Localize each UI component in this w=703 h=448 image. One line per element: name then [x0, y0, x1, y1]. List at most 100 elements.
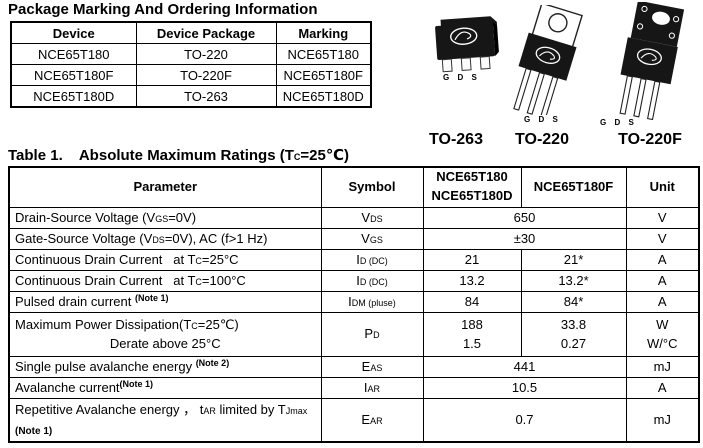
- marking-cell: NCE65T180: [275, 43, 372, 65]
- value-line: 21: [464, 251, 480, 267]
- unit-cell: mJ: [625, 355, 700, 378]
- value-cell: 84*: [520, 290, 627, 313]
- value-line: 13.2: [459, 272, 485, 288]
- package-cell: TO-220: [135, 43, 277, 65]
- col-parameter: Parameter: [8, 166, 322, 208]
- unit-cell: W W/°C: [625, 311, 700, 357]
- text-segment: limited by T: [215, 402, 286, 418]
- package-side: [492, 22, 499, 57]
- lead-s: [646, 80, 661, 120]
- marking-cell: NCE65T180F: [275, 64, 372, 86]
- logo-swoosh: [539, 51, 556, 60]
- unit-line: W: [656, 316, 669, 332]
- lead-g: [441, 58, 453, 73]
- table-header-row: Parameter Symbol NCE65T180 NCE65T180D NC…: [8, 166, 700, 208]
- unit-cell: V: [625, 227, 700, 250]
- table-row: NCE65T180D TO-263 NCE65T180D: [10, 85, 372, 108]
- text-segment: D: [373, 330, 380, 341]
- symbol-cell: VGS: [320, 227, 424, 250]
- text-segment: DS: [370, 213, 383, 224]
- manufacturer-logo: [450, 27, 478, 45]
- table-row: Maximum Power Dissipation(TC=25℃) Derate …: [8, 311, 700, 357]
- table-row: Repetitive Avalanche energy ， tAR limite…: [8, 397, 700, 443]
- table-row: Gate-Source Voltage (VDS=0V), AC (f>1 Hz…: [8, 227, 700, 250]
- text-segment: V: [361, 209, 371, 225]
- table-row: Single pulse avalanche energy (Note 2) EA…: [8, 355, 700, 378]
- text-segment: =100°C: [201, 272, 246, 288]
- value-line: 1.5: [462, 336, 482, 351]
- text-segment: Continuous Drain Current at T: [15, 272, 196, 288]
- text-segment: GS: [155, 213, 169, 224]
- value-cell: 13.2: [422, 269, 522, 292]
- text-segment: E: [361, 358, 371, 374]
- value-line: 33.8: [560, 316, 587, 332]
- unit-cell: A: [625, 248, 700, 271]
- lead-s: [479, 55, 491, 70]
- value-cell: 650: [422, 206, 627, 229]
- text-segment: I: [356, 272, 360, 288]
- text-segment: Repetitive Avalanche energy ， t: [15, 402, 204, 418]
- ratings-table-title: Table 1. Absolute Maximum Ratings (TC=25…: [8, 146, 349, 164]
- lead-d: [460, 57, 472, 71]
- value-line: 0.27: [560, 336, 587, 351]
- value-cell: ±30: [422, 227, 627, 250]
- symbol-cell: ID (DC): [320, 248, 424, 271]
- unit-line: V: [657, 230, 667, 246]
- col-device-group-a: NCE65T180 NCE65T180D: [422, 166, 522, 208]
- unit-line: A: [657, 379, 667, 395]
- device-cell: NCE65T180: [10, 43, 137, 65]
- manufacturer-logo: [636, 48, 662, 66]
- text-segment: I: [363, 379, 368, 395]
- text-segment: =25℃): [197, 316, 239, 332]
- page-title: Package Marking And Ordering Information: [8, 1, 318, 18]
- unit-line: A: [657, 272, 667, 288]
- text-segment: Jmax: [285, 406, 308, 417]
- tab-dot: [636, 23, 644, 30]
- device-cell: NCE65T180D: [10, 85, 137, 108]
- table-row: NCE65T180 TO-220 NCE65T180: [10, 43, 372, 65]
- mounting-hole: [652, 11, 670, 25]
- mounting-hole: [548, 13, 568, 33]
- package-cell: TO-263: [135, 85, 277, 108]
- value-cell: 188 1.5: [422, 311, 522, 357]
- value-cell: 441: [422, 355, 627, 378]
- text-segment: AR: [203, 406, 216, 417]
- parameter-cell: Avalanche current(Note 1): [8, 376, 322, 399]
- text-segment: =25°C: [201, 251, 239, 267]
- package-body: [435, 22, 496, 60]
- parameter-cell: Continuous Drain Current at TC=25°C: [8, 248, 322, 271]
- text-segment: E: [361, 412, 371, 427]
- parameter-cell: Pulsed drain current (Note 1): [8, 290, 322, 313]
- to-263-package-image: [435, 16, 499, 73]
- package-body: [518, 32, 577, 81]
- text-segment: D (DC): [359, 255, 388, 266]
- value-cell: 13.2*: [520, 269, 627, 292]
- package-name-to-263: TO-263: [429, 131, 483, 148]
- unit-line: W/°C: [647, 336, 678, 351]
- package-name-to-220: TO-220: [515, 131, 569, 148]
- ratings-table: Parameter Symbol NCE65T180 NCE65T180D NC…: [8, 166, 700, 443]
- symbol-cell: IDM (pluse): [320, 290, 424, 313]
- value-cell: 21*: [520, 248, 627, 271]
- text-segment: Drain-Source Voltage (V: [15, 209, 156, 225]
- unit-cell: V: [625, 206, 700, 229]
- value-cell: 84: [422, 290, 522, 313]
- parameter-cell: Continuous Drain Current at TC=100°C: [8, 269, 322, 292]
- text-segment: C: [195, 255, 202, 266]
- ordering-table: Device Device Package Marking NCE65T180 …: [10, 21, 372, 108]
- text-segment: (Note 1): [134, 292, 169, 303]
- value-line: 84*: [563, 293, 584, 309]
- col-device-package: Device Package: [135, 21, 277, 44]
- tab-dot: [673, 16, 680, 23]
- text-segment: Continuous Drain Current at T: [15, 251, 196, 267]
- lead-d: [633, 77, 647, 118]
- manufacturer-logo: [535, 46, 561, 64]
- col-marking: Marking: [275, 21, 372, 44]
- to-220-pin-labels: G D S: [524, 115, 561, 124]
- unit-cell: mJ: [625, 397, 700, 443]
- value-line: 188: [461, 316, 483, 332]
- text-segment: AS: [370, 362, 383, 373]
- device-name-line: NCE65T180D: [431, 188, 513, 204]
- table-row: Drain-Source Voltage (VGS=0V) VDS 650 V: [8, 206, 700, 229]
- text-segment: D (DC): [359, 276, 388, 287]
